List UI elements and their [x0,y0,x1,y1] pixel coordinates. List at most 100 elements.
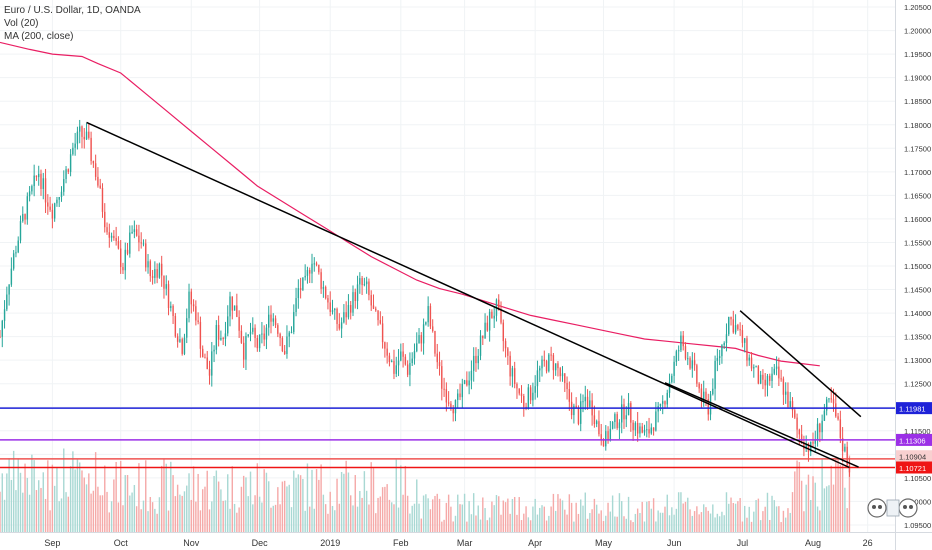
volume-bar [28,494,31,532]
legend-symbol[interactable]: Euro / U.S. Dollar, 1D, OANDA [4,5,141,16]
candle-down [848,465,851,473]
trendline [86,121,850,469]
volume-bar [607,502,609,532]
candle-down [174,315,177,337]
candle-down [0,336,1,338]
volume-bar [297,474,300,532]
y-tick-label: 1.13000 [904,356,931,365]
candle-down [206,357,208,370]
volume-bar [8,458,10,532]
candle-up [691,360,694,369]
volume-bar [40,487,42,532]
candle-down [557,363,559,369]
volume-bar [541,505,543,532]
candle-down [67,169,70,172]
candle-up [655,411,657,431]
candle-down [482,335,484,339]
volume-bar [662,512,664,532]
candle-up [775,366,778,369]
horizontal-levels [0,407,895,469]
candle-up [154,269,156,278]
volume-bar [270,507,272,532]
volume-bar [131,492,133,532]
candle-down [636,422,639,434]
volume-bar [616,516,618,532]
volume-bar [769,519,771,532]
candle-up [211,351,213,376]
candle-up [627,403,630,416]
candle-up [511,368,514,377]
volume-bar [334,510,336,532]
trendline [739,310,862,418]
volume-bar [671,507,673,532]
candle-down [459,393,461,398]
volume-bar [422,495,425,532]
volume-bar [72,451,74,532]
candle-down [762,374,764,380]
candle-up [42,178,44,189]
candle-down [217,324,220,340]
volume-bar [728,503,730,532]
y-tick-label: 1.10000 [904,497,931,506]
volume-bar [600,510,602,532]
candle-down [192,304,195,307]
candle-down [263,333,265,340]
volume-bar [652,498,655,532]
volume-bar [6,473,8,532]
candle-up [15,252,17,254]
candle-up [215,324,218,350]
trendlines [86,121,862,469]
candle-down [700,388,703,401]
volume-bar [648,501,650,532]
volume-bar [94,452,97,532]
legend-volume[interactable]: Vol (20) [4,18,39,29]
volume-bar [108,512,111,532]
volume-bar [702,504,705,532]
volume-bar [229,508,231,532]
logo-face [867,498,887,518]
volume-bar [85,484,88,532]
candle-down [204,357,206,359]
volume-bar [680,492,682,532]
volume-bar [26,477,29,532]
candle-down [381,323,384,343]
volume-bar [245,477,247,532]
candle-up [365,281,368,285]
volume-bar [643,521,646,532]
volume-bar [402,494,404,532]
candle-down [778,366,780,379]
candle-down [113,235,115,239]
candle-down [803,442,805,449]
volume-bar [771,495,773,532]
grid [0,0,895,532]
volume-bar [673,514,675,532]
candle-up [233,305,236,311]
volume-bar [589,513,591,532]
volume-bar [837,458,839,532]
candle-down [274,318,277,326]
volume-bar [794,471,796,532]
candle-up [554,363,557,371]
volume-bar [696,506,698,532]
candle-down [151,276,154,278]
volume-bar [614,516,616,532]
candle-up [252,327,254,332]
candle-down [705,391,707,399]
candle-up [759,374,762,384]
volume-bar [268,481,270,532]
volume-bar [386,484,388,532]
volume-bar [463,493,466,532]
candle-up [595,421,598,425]
legend-ma[interactable]: MA (200, close) [4,31,74,42]
candle-up [814,439,816,444]
volume-bar [69,466,72,532]
candle-up [714,360,716,389]
logo-eye [903,505,907,509]
volume-bar [509,513,511,532]
volume-bar [183,491,186,532]
candle-up [671,375,673,383]
candle-up [454,399,457,414]
volume-bar [99,495,101,532]
